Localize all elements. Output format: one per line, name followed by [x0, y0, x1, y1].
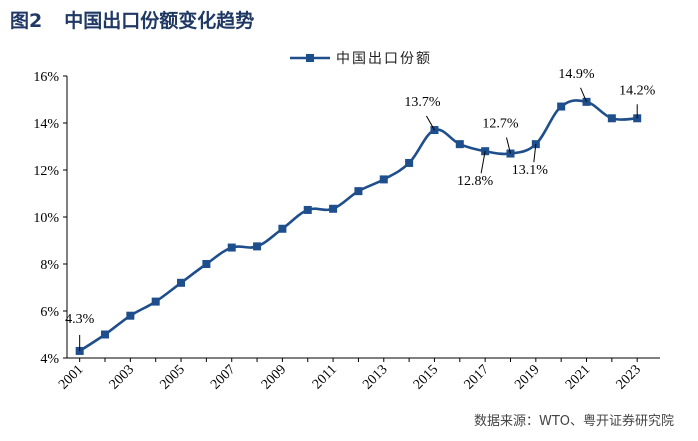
x-tick-label: 2005: [157, 362, 187, 392]
figure-title: 图2 中国出口份额变化趋势: [10, 6, 254, 33]
annotation-leader-2018: [505, 137, 511, 154]
y-tick-label: 12%: [33, 164, 59, 179]
x-tick-label: 2011: [310, 362, 340, 392]
data-label-2015: 13.7%: [404, 95, 441, 110]
annotation-leader-2015: [426, 115, 435, 131]
data-point-2005: [177, 278, 186, 287]
annotation-leader-2021: [580, 87, 587, 103]
y-tick-label: 10%: [33, 211, 59, 226]
x-tick-label: 2021: [563, 362, 593, 392]
figure-title-text: 中国出口份额变化趋势: [64, 10, 255, 32]
data-point-2016: [455, 140, 464, 149]
series-line: [78, 99, 638, 353]
data-point-2006: [202, 260, 211, 268]
data-point-2008: [253, 242, 262, 251]
data-label-2023: 14.2%: [619, 83, 656, 98]
data-point-2004: [151, 297, 160, 306]
data-point-2013: [379, 175, 388, 184]
x-tick-label: 2001: [56, 362, 86, 392]
data-point-2014: [405, 158, 414, 167]
data-point-2009: [278, 224, 287, 233]
x-tick-label: 2015: [411, 362, 441, 392]
y-tick-label: 16%: [33, 70, 59, 85]
data-label-2019: 13.1%: [512, 163, 549, 178]
x-tick-label: 2023: [614, 362, 644, 392]
x-tick-label: 2017: [462, 362, 492, 392]
figure-number: 图2: [10, 10, 43, 32]
x-tick-label: 2019: [512, 362, 542, 392]
data-point-2007: [227, 243, 236, 252]
x-tick-label: 2007: [208, 362, 238, 392]
legend-marker: [306, 54, 314, 62]
y-tick-label: 6%: [40, 305, 59, 320]
x-tick-label: 2003: [107, 362, 137, 392]
data-point-2003: [126, 311, 135, 320]
data-point-2012: [354, 187, 363, 196]
data-point-2010: [303, 205, 312, 214]
y-tick-label: 14%: [33, 117, 59, 132]
x-tick-label: 2013: [360, 362, 390, 392]
data-label-2001: 4.3%: [65, 312, 95, 327]
data-label-2017: 12.8%: [457, 174, 494, 189]
data-point-2011: [329, 204, 338, 213]
y-tick-label: 8%: [40, 258, 59, 273]
data-label-2021: 14.9%: [558, 67, 595, 82]
x-tick-label: 2009: [259, 362, 289, 392]
data-label-2018: 12.7%: [482, 117, 519, 132]
annotation-leader-2019: [533, 144, 537, 163]
data-point-2002: [101, 330, 110, 339]
y-tick-label: 4%: [40, 352, 59, 367]
source-note: 数据来源：WTO、粤开证券研究院: [473, 414, 674, 429]
annotation-leader-2017: [480, 151, 486, 174]
data-point-2020: [557, 102, 566, 111]
legend-label: 中国出口份额: [336, 51, 432, 67]
data-point-2022: [607, 114, 616, 123]
